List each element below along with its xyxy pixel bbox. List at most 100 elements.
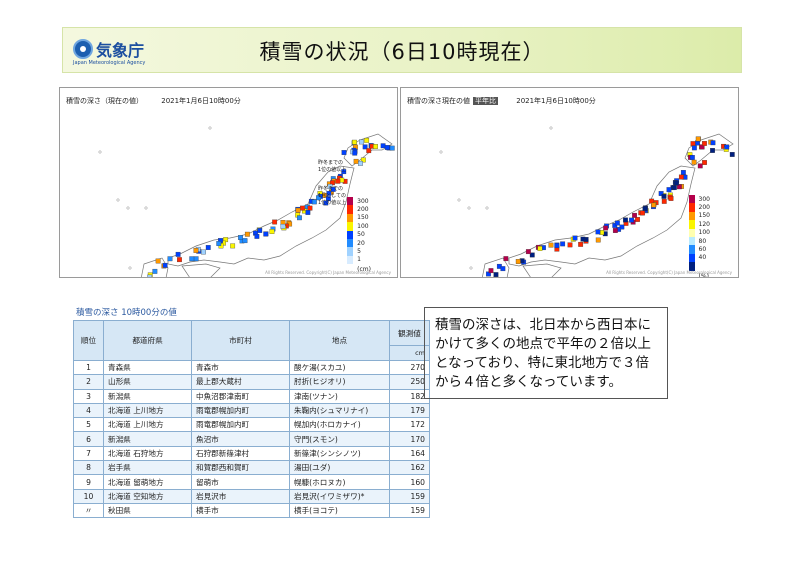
snow-depth-ranking-table: 順位 都道府県 市町村 地点 観測値 cm 1 青森県 青森市 酸ケ湯(スカユ) 270… [73, 320, 430, 519]
cell-city: 岩見沢市 [191, 488, 290, 504]
station-marker [242, 238, 248, 244]
station-marker [230, 243, 236, 249]
station-marker [373, 144, 378, 149]
cell-pref: 新潟県 [103, 431, 192, 447]
cell-value: 162 [389, 460, 430, 476]
cell-city: 最上郡大蔵村 [191, 374, 290, 390]
table-row: 〃秋田県 横手市 横手(ヨコテ) 159 [73, 502, 430, 519]
station-marker [280, 223, 286, 229]
station-marker [529, 252, 535, 258]
header-rank: 順位 [73, 320, 104, 361]
station-marker [353, 158, 359, 164]
cell-point: 守門(スモン) [289, 431, 390, 447]
legend-swatch [688, 262, 695, 271]
cell-point: 横手(ヨコテ) [289, 502, 390, 519]
cell-rank: 8 [73, 460, 104, 476]
cell-pref: 青森県 [103, 359, 192, 376]
station-marker [580, 236, 586, 242]
legend-swatch [688, 211, 695, 221]
station-marker [689, 155, 695, 160]
cell-pref: 秋田県 [103, 502, 192, 519]
station-marker [307, 205, 313, 211]
legend-item: 20 [347, 238, 371, 248]
legend-label: 200 [698, 204, 710, 212]
station-marker [323, 200, 329, 206]
land-outline [181, 263, 221, 277]
legend-item: 150 [347, 213, 371, 223]
cell-city: 魚沼市 [191, 431, 290, 447]
cell-value: 159 [389, 502, 430, 519]
station-marker [295, 207, 301, 213]
legend-swatch [688, 228, 695, 237]
station-marker [221, 240, 226, 246]
cell-value: 159 [389, 488, 430, 504]
island-outline [439, 150, 443, 154]
header-point: 地点 [289, 320, 390, 361]
legend-label: 120 [698, 220, 710, 228]
station-marker [330, 186, 336, 192]
cell-rank: 9 [73, 474, 104, 490]
station-marker [595, 229, 601, 235]
station-marker [612, 228, 618, 233]
legend-item: 50 [347, 230, 371, 239]
table-row: 5 北海道 上川地方 雨竜郡幌加内町 幌加内(ホロカナイ) 172 [73, 417, 430, 433]
station-marker [238, 235, 243, 240]
page-title: 積雪の状況（6日10時現在） [259, 40, 545, 64]
header-city: 市町村 [191, 320, 290, 361]
station-marker [254, 233, 260, 239]
station-marker [691, 145, 697, 151]
legend-label: 50 [357, 231, 365, 239]
station-marker [690, 141, 696, 147]
legend-item: 300 [688, 195, 710, 204]
legend-label: 100 [698, 229, 710, 237]
legend-item: 100 [688, 228, 710, 237]
station-marker [297, 215, 302, 221]
legend-label: 1 [357, 256, 361, 264]
station-marker [341, 150, 347, 155]
cell-rank: 3 [73, 388, 104, 404]
cell-rank: 〃 [73, 502, 104, 519]
station-marker [352, 150, 358, 156]
jma-logo: 気象庁 Japan Meteorological Agency [73, 37, 153, 67]
station-marker [216, 241, 222, 246]
legend-label: 150 [357, 214, 369, 222]
station-marker [695, 136, 701, 142]
cell-point: 酸ケ湯(スカユ) [289, 359, 390, 376]
map-time: 2021年1月6日10時00分 [161, 97, 241, 105]
normal-ratio-tag: 平年比 [473, 97, 498, 105]
cell-point: 津南(ツナン) [289, 388, 390, 404]
cell-pref: 北海道 留萌地方 [103, 474, 192, 490]
cell-pref: 北海道 空知地方 [103, 488, 192, 504]
cell-city: 青森市 [191, 359, 290, 376]
station-marker [678, 174, 684, 180]
station-marker [710, 148, 715, 153]
legend-swatch [688, 253, 695, 263]
summary-comment: 積雪の深さは、北日本から西日本にかけて多くの地点で平年の２倍以上となっており、特… [424, 307, 668, 399]
station-marker [661, 193, 667, 199]
cell-pref: 新潟県 [103, 388, 192, 404]
land-outline [141, 257, 169, 277]
station-marker [272, 219, 278, 225]
station-marker [710, 140, 716, 146]
record-note-1: 昨冬までの 1位の値以上 [318, 160, 347, 173]
legend-item: 60 [688, 245, 710, 254]
map-label: 積雪の深さ現在の値 [407, 97, 470, 105]
logo-subtitle: Japan Meteorological Agency [73, 60, 146, 66]
legend-swatch [347, 213, 354, 223]
land-outline [508, 165, 696, 267]
table-row: 9 北海道 留萌地方 留萌市 幌糠(ホロヌカ) 160 [73, 474, 430, 490]
legend-item: 200 [688, 203, 710, 212]
record-note-2: 昨冬までの 1月としての 1位の値以上 [318, 186, 347, 206]
cell-point: 新篠津(シンシノツ) [289, 445, 390, 462]
station-marker [691, 159, 697, 165]
station-marker [567, 242, 573, 248]
land-outline [522, 263, 562, 277]
station-marker [729, 152, 735, 157]
legend-label: 300 [357, 197, 369, 205]
legend-item: 300 [347, 197, 371, 206]
station-marker [244, 231, 250, 237]
legend-swatch [688, 220, 695, 229]
table-row: 3 新潟県 中魚沼郡津南町 津南(ツナン) 182 [73, 388, 430, 404]
station-marker [201, 249, 206, 255]
station-marker [668, 196, 674, 201]
